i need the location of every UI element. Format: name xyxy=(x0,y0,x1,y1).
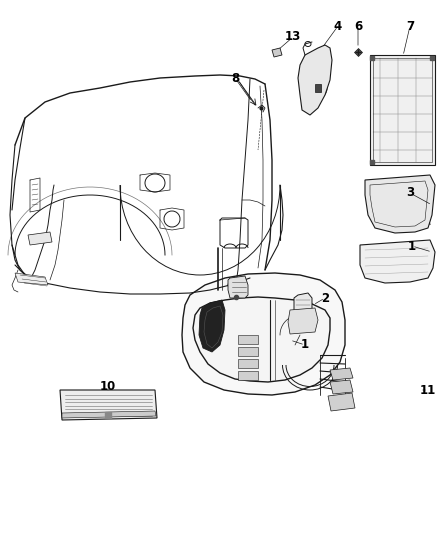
Polygon shape xyxy=(60,390,157,420)
Text: 1: 1 xyxy=(301,338,309,351)
Polygon shape xyxy=(360,240,435,283)
Polygon shape xyxy=(315,84,321,92)
Polygon shape xyxy=(199,300,225,352)
Polygon shape xyxy=(294,293,312,320)
Polygon shape xyxy=(193,297,330,382)
Text: 6: 6 xyxy=(354,20,362,33)
Text: 13: 13 xyxy=(285,30,301,44)
Polygon shape xyxy=(330,380,353,394)
Polygon shape xyxy=(328,393,355,411)
Polygon shape xyxy=(28,232,52,245)
Text: 1: 1 xyxy=(408,239,416,253)
Polygon shape xyxy=(330,368,353,380)
Polygon shape xyxy=(238,359,258,368)
Polygon shape xyxy=(238,335,258,344)
Text: 4: 4 xyxy=(334,20,342,33)
Polygon shape xyxy=(238,371,258,380)
Text: 3: 3 xyxy=(406,187,414,199)
Polygon shape xyxy=(365,175,435,233)
Polygon shape xyxy=(238,347,258,356)
Polygon shape xyxy=(15,273,48,285)
Text: 2: 2 xyxy=(321,292,329,304)
Polygon shape xyxy=(370,55,435,165)
Text: 11: 11 xyxy=(420,384,436,397)
Polygon shape xyxy=(182,273,345,395)
Polygon shape xyxy=(62,411,156,418)
Polygon shape xyxy=(272,48,282,57)
Polygon shape xyxy=(288,308,318,334)
Text: 10: 10 xyxy=(100,381,116,393)
Polygon shape xyxy=(228,276,248,298)
Polygon shape xyxy=(298,45,332,115)
Text: 8: 8 xyxy=(231,71,239,85)
Text: 7: 7 xyxy=(406,20,414,33)
